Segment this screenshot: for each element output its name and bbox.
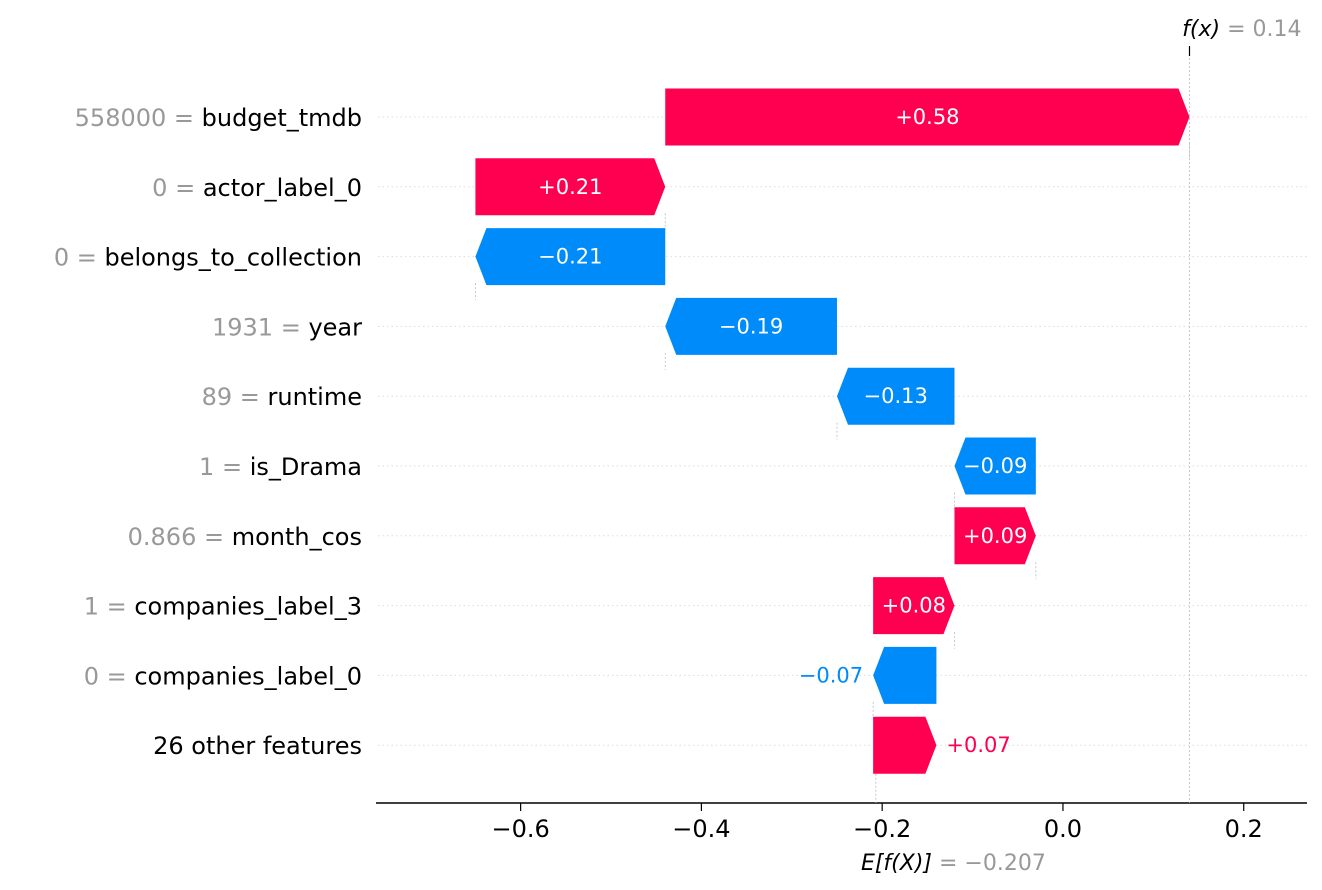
- contribution-bar: [954, 437, 1036, 495]
- feature-label: 1931 = year: [212, 313, 362, 341]
- efx-label: E[f(X)] = −0.207: [861, 851, 1046, 876]
- feature-label: 1 = is_Drama: [199, 453, 362, 481]
- feature-name: companies_label_3: [134, 593, 362, 621]
- feature-label: 26 other features: [153, 732, 362, 760]
- feature-value: 0 =: [84, 662, 135, 690]
- bar-value-label: +0.58: [895, 105, 959, 129]
- x-tick-label: −0.2: [853, 815, 911, 843]
- x-tick-label: −0.4: [672, 815, 730, 843]
- contribution-bar: [873, 577, 955, 635]
- contribution-bar: [475, 228, 666, 286]
- contribution-bars: +0.58 +0.21 −0.21 −0.19 −0.13 −0.09 +0.09 +0.08…: [475, 88, 1190, 774]
- expected-value-annotations: f(x) = 0.14 E[f(X)] = −0.207: [861, 17, 1302, 876]
- fx-symbol: f(x): [1182, 17, 1227, 42]
- bar-value-label: −0.09: [963, 454, 1027, 478]
- contribution-bar: [665, 297, 837, 355]
- feature-name: 26 other features: [153, 732, 362, 760]
- feature-label: 0.866 = month_cos: [128, 523, 362, 551]
- bar-value-label: +0.08: [882, 594, 946, 618]
- feature-value: 1 =: [199, 453, 250, 481]
- bar-value-label: +0.21: [538, 175, 602, 199]
- feature-value: 0 =: [54, 244, 105, 272]
- row-gridlines: [378, 116, 1307, 746]
- feature-label: 1 = companies_label_3: [84, 593, 362, 621]
- bar-value-label: +0.07: [946, 733, 1010, 757]
- feature-value: 1931 =: [212, 313, 308, 341]
- x-tick-label: 0.2: [1225, 815, 1263, 843]
- x-tick-label: 0.0: [1044, 815, 1082, 843]
- x-axis: −0.6 −0.4 −0.2 0.0 0.2: [376, 802, 1307, 843]
- efx-value: = −0.207: [939, 851, 1046, 876]
- feature-label: 0 = actor_label_0: [152, 174, 362, 202]
- bar-value-label: −0.13: [864, 384, 928, 408]
- feature-value: 0.866 =: [128, 523, 232, 551]
- contribution-bar: [873, 646, 937, 704]
- bar-value-label: +0.09: [963, 524, 1027, 548]
- feature-name: year: [308, 313, 362, 341]
- feature-value: 558000 =: [75, 104, 202, 132]
- feature-label: 0 = companies_label_0: [84, 662, 362, 690]
- contribution-bar: [475, 158, 666, 216]
- x-tick-label: −0.6: [491, 815, 549, 843]
- feature-value: 0 =: [152, 174, 203, 202]
- feature-name: runtime: [267, 383, 362, 411]
- contribution-bar: [873, 716, 937, 774]
- contribution-bar: [954, 507, 1036, 565]
- feature-name: belongs_to_collection: [104, 244, 362, 272]
- feature-label: 558000 = budget_tmdb: [75, 104, 362, 132]
- feature-name: month_cos: [232, 523, 362, 551]
- feature-name: actor_label_0: [203, 174, 362, 202]
- feature-label: 89 = runtime: [202, 383, 362, 411]
- fx-label: f(x) = 0.14: [1182, 17, 1301, 42]
- contribution-bar: [665, 88, 1190, 146]
- feature-name: budget_tmdb: [202, 104, 362, 132]
- feature-label: 0 = belongs_to_collection: [54, 244, 362, 272]
- bar-value-label: −0.21: [538, 245, 602, 269]
- feature-name: companies_label_0: [134, 662, 362, 690]
- contribution-bar: [836, 367, 955, 425]
- efx-symbol: E[f(X)]: [861, 851, 939, 876]
- feature-value: 89 =: [202, 383, 268, 411]
- connector-lines: [475, 143, 1190, 719]
- feature-name: is_Drama: [250, 453, 362, 481]
- feature-value: 1 =: [84, 593, 135, 621]
- fx-value: = 0.14: [1227, 17, 1301, 42]
- bar-value-label: −0.19: [719, 314, 783, 338]
- bar-value-label: −0.07: [799, 663, 863, 687]
